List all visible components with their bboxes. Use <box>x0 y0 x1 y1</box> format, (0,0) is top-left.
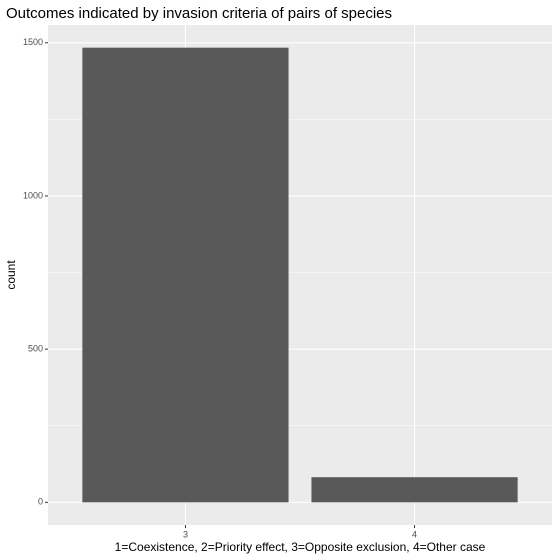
bar <box>82 47 289 503</box>
x-tick-label: 4 <box>412 529 417 539</box>
x-axis-title: 1=Coexistence, 2=Priority effect, 3=Oppo… <box>115 540 486 554</box>
x-tick-label: 3 <box>183 529 188 539</box>
chart-title: Outcomes indicated by invasion criteria … <box>6 5 392 22</box>
y-axis-title: count <box>4 260 18 290</box>
bar <box>311 477 518 503</box>
y-tick-label: 1000 <box>23 190 43 200</box>
y-tick-label: 0 <box>38 497 43 507</box>
y-tick-label: 500 <box>28 344 43 354</box>
y-tick-label: 1500 <box>23 37 43 47</box>
